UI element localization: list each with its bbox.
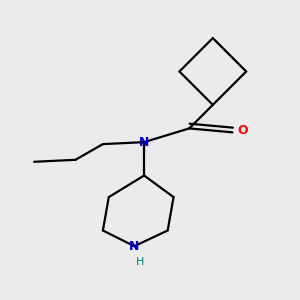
Text: N: N <box>139 136 149 148</box>
Text: O: O <box>237 124 247 137</box>
Text: H: H <box>136 257 144 267</box>
Text: N: N <box>129 240 140 253</box>
